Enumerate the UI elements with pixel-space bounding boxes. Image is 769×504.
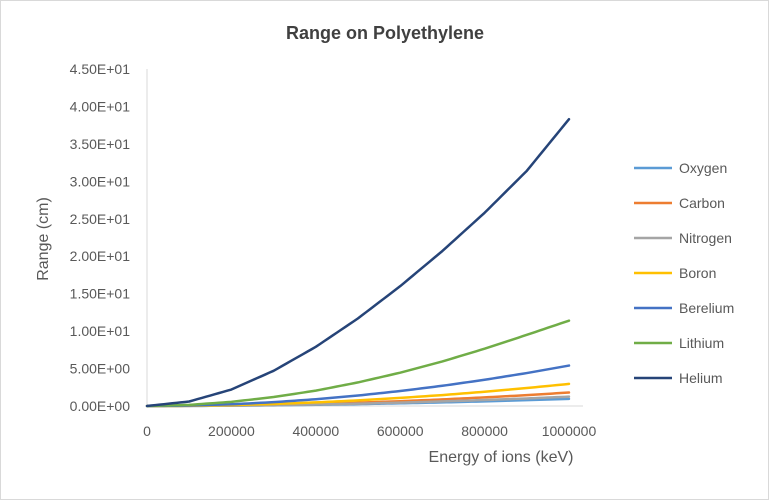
x-tick-label: 200000 (208, 423, 255, 439)
plot-area (145, 117, 571, 408)
x-axis-label: Energy of ions (keV) (429, 449, 574, 466)
legend-label-berelium: Berelium (679, 300, 734, 316)
x-tick-label: 0 (143, 423, 151, 439)
chart-title: Range on Polyethylene (286, 23, 484, 43)
legend-label-nitrogen: Nitrogen (679, 230, 732, 246)
series-line-berelium (145, 364, 571, 408)
x-axis: 0 200000 400000 600000 800000 1000000 (143, 405, 597, 439)
y-tick-label: 2.50E+01 (70, 211, 131, 227)
y-tick-label: 5.00E+00 (70, 361, 131, 377)
x-tick-label: 800000 (461, 423, 508, 439)
y-tick-label: 1.00E+01 (70, 323, 131, 339)
y-tick-label: 0.00E+00 (70, 398, 131, 414)
legend: Oxygen Carbon Nitrogen Boron Berelium Lithium… (634, 160, 734, 386)
y-tick-label: 2.00E+01 (70, 248, 131, 264)
series-line-lithium (145, 319, 571, 408)
x-tick-label: 1000000 (542, 423, 597, 439)
y-tick-label: 4.00E+01 (70, 98, 131, 114)
legend-label-carbon: Carbon (679, 195, 725, 211)
y-tick-label: 1.50E+01 (70, 286, 131, 302)
legend-label-boron: Boron (679, 265, 716, 281)
legend-label-lithium: Lithium (679, 335, 724, 351)
y-tick-label: 3.00E+01 (70, 173, 131, 189)
legend-label-helium: Helium (679, 370, 723, 386)
y-tick-label: 4.50E+01 (70, 61, 131, 77)
legend-label-oxygen: Oxygen (679, 160, 727, 176)
series-line-helium (145, 117, 571, 408)
y-axis-label: Range (cm) (35, 197, 52, 281)
y-axis: 0.00E+00 5.00E+00 1.00E+01 1.50E+01 2.00E+01… (70, 61, 148, 414)
x-tick-label: 600000 (377, 423, 424, 439)
x-tick-label: 400000 (292, 423, 339, 439)
y-tick-label: 3.50E+01 (70, 136, 131, 152)
